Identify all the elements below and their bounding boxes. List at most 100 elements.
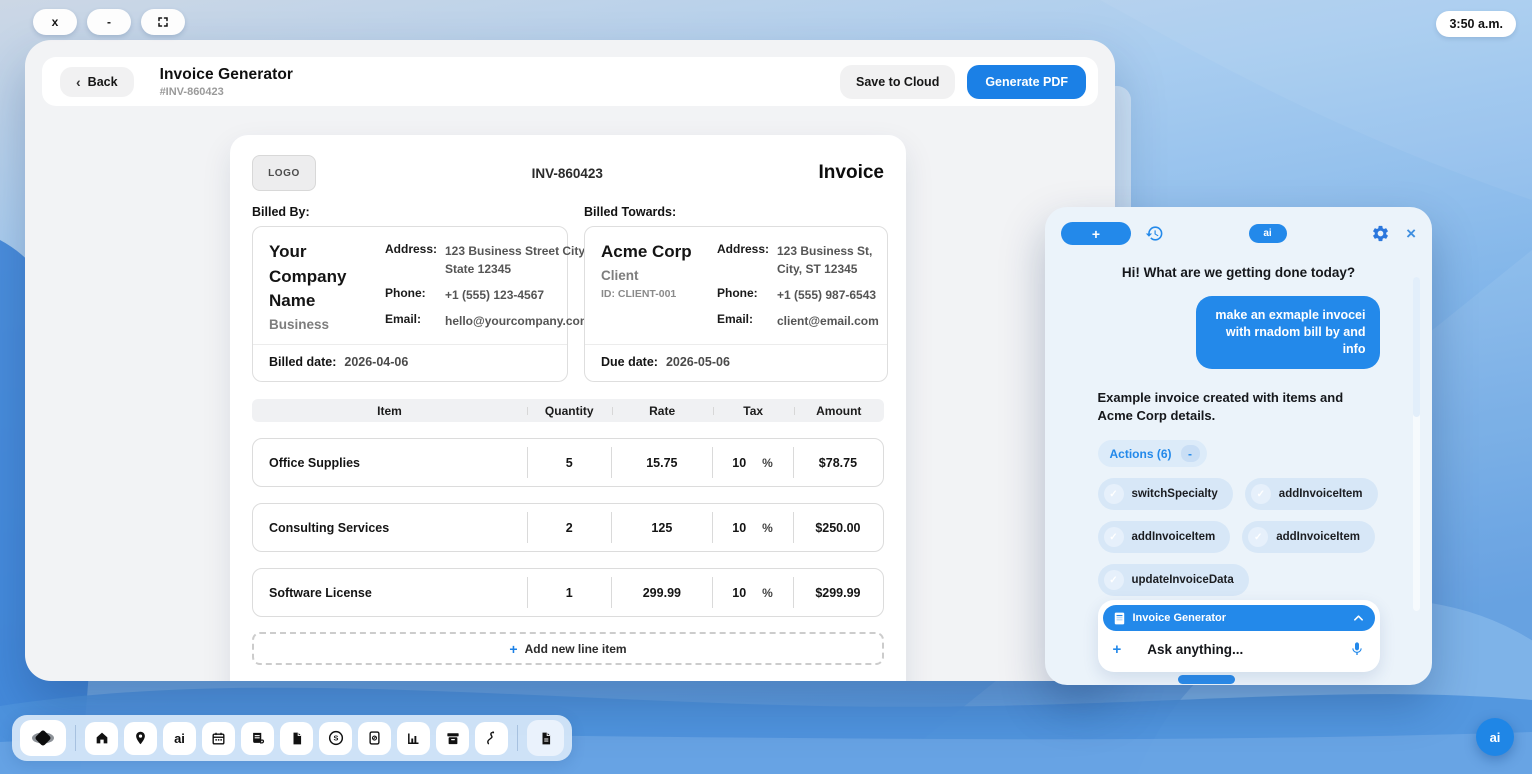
phone-label: Phone: xyxy=(385,286,426,300)
due-date-value[interactable]: 2026-05-06 xyxy=(665,355,730,369)
billed-date-value[interactable]: 2026-04-06 xyxy=(344,355,409,369)
taskbar-item-routes[interactable] xyxy=(475,721,508,755)
taskbar-item-home[interactable] xyxy=(85,721,118,755)
history-button[interactable] xyxy=(1145,224,1164,243)
table-row: Software License 1 299.99 10% $299.99 xyxy=(252,568,884,617)
item-name-cell[interactable]: Office Supplies xyxy=(269,455,360,470)
fullscreen-window-button[interactable] xyxy=(141,9,185,35)
settings-button[interactable] xyxy=(1371,224,1390,243)
taskbar-item-brand[interactable] xyxy=(20,720,66,756)
phone-label: Phone: xyxy=(717,286,758,300)
active-app-pill[interactable]: Invoice Generator xyxy=(1102,605,1375,631)
check-icon: ✓ xyxy=(1103,484,1124,504)
client-name[interactable]: Acme Corp xyxy=(601,242,692,261)
quantity-cell[interactable]: 2 xyxy=(527,504,611,551)
ai-badge: ai xyxy=(1248,224,1287,243)
column-header-quantity: Quantity xyxy=(526,404,612,418)
item-name-cell[interactable]: Software License xyxy=(269,585,372,600)
table-row: Office Supplies 5 15.75 10% $78.75 xyxy=(252,438,884,487)
tax-cell[interactable]: 10% xyxy=(712,504,793,551)
tax-cell[interactable]: 10% xyxy=(712,439,793,486)
invoice-document-icon xyxy=(1114,612,1124,624)
plus-icon: + xyxy=(509,640,518,657)
minimize-icon: - xyxy=(107,15,111,29)
taskbar-item-analytics[interactable] xyxy=(397,721,430,755)
add-line-item-button[interactable]: + Add new line item xyxy=(252,632,884,665)
taskbar-item-ai[interactable]: ai xyxy=(163,721,196,755)
chat-scrollbar-thumb[interactable] xyxy=(1413,277,1420,418)
column-header-rate: Rate xyxy=(611,404,713,418)
check-icon: ✓ xyxy=(1248,527,1269,547)
quantity-cell[interactable]: 5 xyxy=(527,439,611,486)
taskbar-separator xyxy=(75,725,76,751)
check-icon: ✓ xyxy=(1250,484,1271,504)
microphone-icon[interactable] xyxy=(1349,641,1365,657)
action-chip[interactable]: ✓ switchSpecialty xyxy=(1097,478,1233,510)
taskbar-item-payments[interactable]: S xyxy=(319,721,352,755)
billed-by-name[interactable]: Your Company Name xyxy=(269,242,347,311)
client-email[interactable]: client@email.com xyxy=(777,314,879,328)
new-chat-button[interactable]: + xyxy=(1061,222,1131,245)
window-controls: x - xyxy=(33,9,185,35)
assistant-header: + ai × xyxy=(1061,222,1416,245)
action-chip[interactable]: ✓ addInvoiceItem xyxy=(1244,478,1378,510)
tax-unit: % xyxy=(762,455,773,470)
address-label: Address: xyxy=(717,242,770,256)
amount-cell: $250.00 xyxy=(792,504,883,551)
route-icon xyxy=(487,731,495,745)
chat-message-area: Hi! What are we getting done today? make… xyxy=(1061,265,1420,639)
logo-upload-button[interactable]: LOGO xyxy=(252,155,316,191)
taskbar-item-maps[interactable] xyxy=(124,721,157,755)
taskbar-item-invoice-generator[interactable] xyxy=(527,720,564,756)
document-icon xyxy=(293,732,301,744)
invoice-app-window: ‹ Back Invoice Generator #INV-860423 Sav… xyxy=(25,40,1115,681)
bar-chart-icon xyxy=(408,733,419,744)
billed-by-phone[interactable]: +1 (555) 123-4567 xyxy=(445,288,545,302)
fullscreen-icon xyxy=(158,17,168,27)
rate-cell[interactable]: 299.99 xyxy=(611,569,712,616)
chat-scrollbar[interactable] xyxy=(1413,277,1420,611)
minimize-window-button[interactable]: - xyxy=(87,9,131,35)
save-to-cloud-button[interactable]: Save to Cloud xyxy=(839,64,956,99)
rate-cell[interactable]: 125 xyxy=(611,504,712,551)
action-chip[interactable]: ✓ addInvoiceItem xyxy=(1097,521,1231,553)
chevron-up-icon xyxy=(1353,615,1363,621)
collapse-actions-button[interactable]: - xyxy=(1180,445,1200,462)
billed-towards-label: Billed Towards: xyxy=(584,205,677,219)
item-name-cell[interactable]: Consulting Services xyxy=(269,520,390,535)
client-address[interactable]: 123 Business St, City, ST 12345 xyxy=(777,244,873,276)
actions-summary[interactable]: Actions (6) - xyxy=(1097,440,1207,467)
action-chip[interactable]: ✓updateInvoiceData xyxy=(1097,564,1249,596)
assistant-greeting: Hi! What are we getting done today? xyxy=(1121,265,1356,280)
taskbar-item-notes[interactable] xyxy=(280,721,313,755)
rate-cell[interactable]: 15.75 xyxy=(611,439,712,486)
taskbar-item-archive[interactable] xyxy=(436,721,469,755)
close-icon: x xyxy=(51,15,59,29)
quantity-cell[interactable]: 1 xyxy=(527,569,611,616)
attach-plus-icon[interactable]: + xyxy=(1112,640,1122,658)
taskbar: ai S xyxy=(12,715,572,761)
invoice-card: LOGO INV-860423 Invoice Billed By: Your … xyxy=(230,135,906,681)
taskbar-item-calendar[interactable] xyxy=(202,721,235,755)
close-window-button[interactable]: x xyxy=(33,9,77,35)
active-app-label: Invoice Generator xyxy=(1132,612,1227,624)
billed-by-subtitle: Business xyxy=(269,316,330,332)
ask-anything-input[interactable] xyxy=(1147,641,1349,657)
taskbar-item-receipt[interactable] xyxy=(241,721,274,755)
ai-fab-button[interactable]: ai xyxy=(1476,718,1514,756)
taskbar-item-tablet[interactable] xyxy=(358,721,391,755)
billed-by-address[interactable]: 123 Business Street City, State 12345 xyxy=(445,244,588,276)
home-icon xyxy=(96,732,107,744)
close-assistant-button[interactable]: × xyxy=(1406,224,1416,243)
back-button[interactable]: ‹ Back xyxy=(60,66,134,97)
client-phone[interactable]: +1 (555) 987-6543 xyxy=(777,288,877,302)
tablet-link-icon xyxy=(369,731,380,745)
tax-unit: % xyxy=(762,585,773,600)
email-label: Email: xyxy=(717,312,754,326)
billed-by-email[interactable]: hello@yourcompany.com xyxy=(445,314,591,328)
generate-pdf-button[interactable]: Generate PDF xyxy=(967,64,1086,99)
s-badge-icon: S xyxy=(328,730,343,746)
check-icon: ✓ xyxy=(1103,570,1124,590)
action-chip[interactable]: ✓ addInvoiceItem xyxy=(1242,521,1375,553)
tax-cell[interactable]: 10% xyxy=(712,569,793,616)
